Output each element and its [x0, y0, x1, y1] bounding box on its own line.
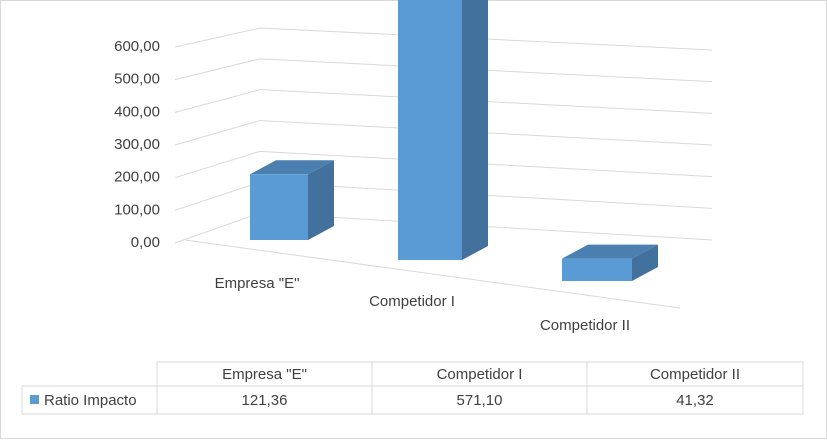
bar-top	[562, 244, 658, 259]
table-header: Empresa "E"	[222, 366, 307, 383]
bar-front	[562, 258, 632, 281]
bar	[562, 244, 658, 281]
grid-line	[174, 150, 713, 179]
y-tick-label: 0,00	[131, 234, 160, 251]
bar-top	[250, 160, 334, 175]
table-value: 571,10	[457, 392, 503, 409]
table-value: 41,32	[676, 392, 714, 409]
bar-front	[398, 0, 462, 260]
grid-line	[174, 58, 713, 83]
grid-line	[174, 89, 713, 114]
legend-swatch	[30, 395, 39, 404]
y-tick-label: 300,00	[114, 136, 160, 153]
table-value: 121,36	[242, 392, 288, 409]
bar-side	[308, 160, 334, 240]
grid-line	[174, 119, 713, 146]
table-header: Competidor I	[437, 366, 523, 383]
y-tick-label: 200,00	[114, 169, 160, 186]
bar-side	[462, 0, 488, 260]
grid-line	[174, 27, 713, 51]
x-tick-label: Competidor I	[369, 293, 455, 310]
y-tick-label: 600,00	[114, 38, 160, 55]
table-header: Competidor II	[650, 366, 740, 383]
floor-edge	[184, 239, 681, 309]
bar	[250, 160, 334, 240]
bar-front	[250, 174, 308, 240]
x-tick-label: Empresa "E"	[215, 275, 300, 292]
y-tick-label: 400,00	[114, 103, 160, 120]
legend-label: Ratio Impacto	[44, 392, 137, 409]
x-tick-label: Competidor II	[540, 317, 630, 334]
bar	[398, 0, 488, 260]
bar-side	[632, 244, 658, 281]
y-tick-label: 500,00	[114, 71, 160, 88]
y-tick-label: 100,00	[114, 201, 160, 218]
